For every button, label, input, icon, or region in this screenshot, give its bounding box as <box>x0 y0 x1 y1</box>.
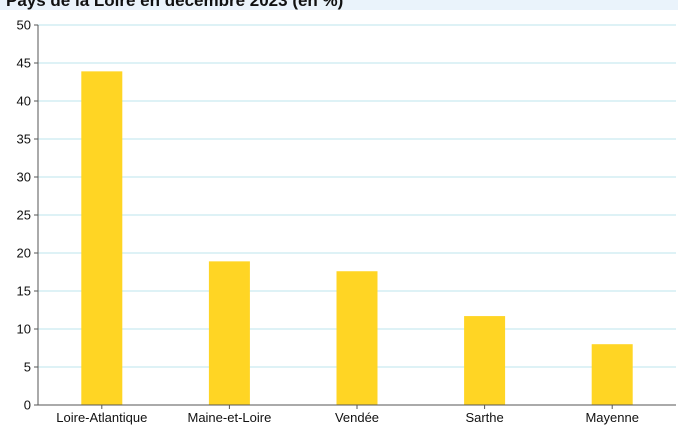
y-tick-label: 0 <box>24 398 31 413</box>
y-tick-label: 15 <box>17 284 31 299</box>
tick-labels: 0 5 10 15 20 25 30 35 40 45 50 Loire-Atlantique Main… <box>17 18 639 426</box>
y-tick-label: 25 <box>17 208 31 223</box>
bars <box>81 71 633 406</box>
bar <box>208 261 250 405</box>
bar <box>591 344 633 405</box>
y-tick-label: 35 <box>17 132 31 147</box>
x-tick-label: Sarthe <box>465 410 503 425</box>
bar <box>81 71 123 406</box>
x-tick-label: Maine-et-Loire <box>187 410 271 425</box>
y-tick-label: 5 <box>24 360 31 375</box>
x-tick-label: Mayenne <box>585 410 638 425</box>
chart-title-band: Pays de la Loire en décembre 2023 (en %) <box>0 0 678 10</box>
y-tick-label: 40 <box>17 94 31 109</box>
x-tick-label: Loire-Atlantique <box>56 410 147 425</box>
y-tick-label: 50 <box>17 18 31 33</box>
y-tick-label: 45 <box>17 56 31 71</box>
bar <box>336 271 378 405</box>
y-tick-label: 30 <box>17 170 31 185</box>
y-tick-label: 10 <box>17 322 31 337</box>
axes <box>34 24 676 409</box>
bar <box>464 316 506 405</box>
chart-title: Pays de la Loire en décembre 2023 (en %) <box>6 0 344 10</box>
y-tick-label: 20 <box>17 246 31 261</box>
x-tick-label: Vendée <box>335 410 379 425</box>
